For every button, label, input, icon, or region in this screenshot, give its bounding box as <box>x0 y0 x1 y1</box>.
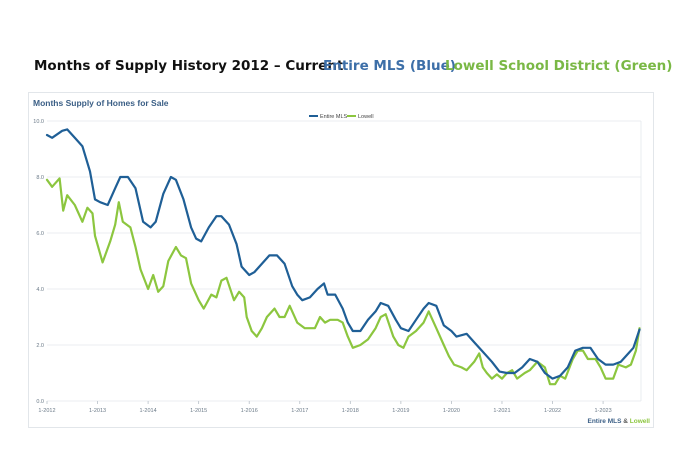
x-tick-label: 1-2019 <box>392 408 409 414</box>
x-tick-label: 1-2021 <box>493 408 510 414</box>
y-tick-label: 10.0 <box>33 119 44 125</box>
series-line-entire-mls <box>45 128 641 380</box>
chart-inner-title: Months Supply of Homes for Sale <box>33 98 169 108</box>
x-tick-label: 1-2020 <box>443 408 460 414</box>
y-tick-label: 8.0 <box>36 175 44 181</box>
credit-lowell: Lowell <box>630 418 650 425</box>
green-series-caption: Lowell School District (Green) <box>445 58 673 74</box>
legend-label-entire-mls: Entire MLS <box>320 114 348 120</box>
credit-entire-mls: Entire MLS <box>588 418 623 425</box>
chart-panel: Months Supply of Homes for Sale Entire M… <box>28 92 654 428</box>
series-lines <box>45 128 641 386</box>
y-tick-label: 2.0 <box>36 343 44 349</box>
y-axis: 0.0 2.0 4.0 6.0 8.0 10.0 <box>33 119 44 405</box>
x-axis: 1-2012 1-2013 1-2014 1-2015 1-2016 1-2017 1-20… <box>38 401 612 414</box>
x-tick-label: 1-2012 <box>38 408 55 414</box>
legend: Entire MLS Lowell <box>309 114 374 120</box>
chart-main-title: Months of Supply History 2012 – Current <box>34 58 344 74</box>
y-tick-label: 6.0 <box>36 231 44 237</box>
blue-series-caption: Entire MLS (Blue) <box>323 58 456 74</box>
series-line-lowell <box>45 177 641 386</box>
x-tick-label: 1-2017 <box>291 408 308 414</box>
credit-separator: & <box>621 418 629 425</box>
legend-label-lowell: Lowell <box>358 114 374 120</box>
chart-credit: Entire MLS & Lowell <box>588 418 651 425</box>
line-chart: Months Supply of Homes for Sale Entire M… <box>33 98 651 425</box>
grid <box>47 120 642 402</box>
y-tick-label: 0.0 <box>36 399 44 405</box>
x-tick-label: 1-2018 <box>342 408 359 414</box>
x-tick-label: 1-2014 <box>140 408 157 414</box>
x-tick-label: 1-2013 <box>89 408 106 414</box>
x-tick-label: 1-2022 <box>544 408 561 414</box>
chart-header: Months of Supply History 2012 – Current … <box>0 58 678 84</box>
x-tick-label: 1-2016 <box>241 408 258 414</box>
x-tick-label: 1-2023 <box>595 408 612 414</box>
y-tick-label: 4.0 <box>36 287 44 293</box>
x-tick-label: 1-2015 <box>190 408 207 414</box>
